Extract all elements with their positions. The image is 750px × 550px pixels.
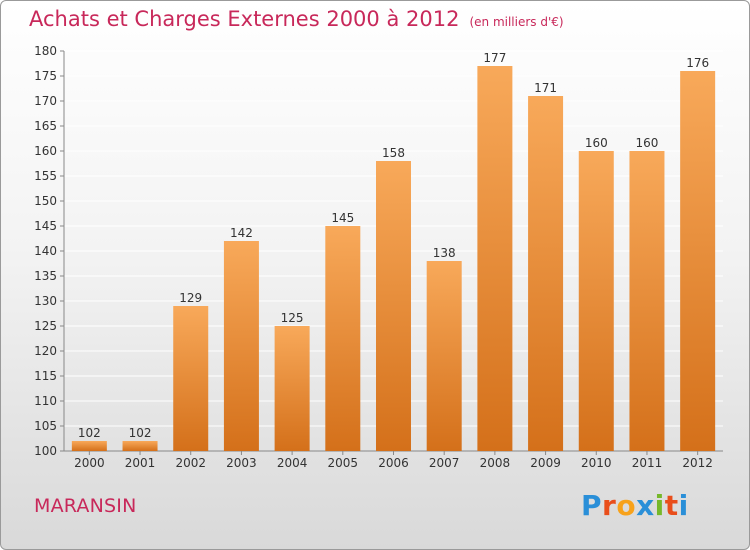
data-label: 138 [433,246,456,260]
data-label: 102 [78,426,101,440]
y-tick-label: 120 [34,344,57,358]
title-text: Achats et Charges Externes 2000 à 2012 [29,7,460,31]
logo-letter: r [602,489,617,522]
x-tick-label: 2002 [175,456,206,470]
y-tick-label: 110 [34,394,57,408]
x-tick-label: 2012 [682,456,713,470]
y-tick-label: 100 [34,444,57,458]
logo-letter: x [636,489,655,522]
x-tick-label: 2001 [125,456,156,470]
y-tick-label: 140 [34,244,57,258]
x-tick-label: 2006 [378,456,409,470]
bar-2012 [680,71,716,451]
y-tick-label: 155 [34,169,57,183]
proxiti-logo[interactable]: Proxiti [581,489,689,522]
logo-letter: P [581,489,603,522]
y-tick-label: 180 [34,44,57,58]
x-tick-label: 2009 [530,456,561,470]
x-tick-label: 2011 [632,456,663,470]
x-tick-label: 2005 [328,456,359,470]
bar-2011 [629,151,665,451]
title-unit: (en milliers d'€) [469,15,564,29]
x-tick-label: 2004 [277,456,308,470]
data-label: 102 [129,426,152,440]
data-label: 145 [331,211,354,225]
y-tick-label: 165 [34,119,57,133]
chart-title: Achats et Charges Externes 2000 à 2012 (e… [29,7,564,31]
bar-2006 [376,161,411,451]
bar-2010 [578,151,614,451]
labels: 100 105 110 115 120 125 130 135 140 145 150 155 160 1… [34,44,713,470]
bar-2000 [71,441,107,451]
bar-2002 [173,306,209,451]
bar-2008 [477,66,513,451]
logo-letter: t [664,489,679,522]
bar-2009 [528,96,564,451]
y-tick-label: 145 [34,219,57,233]
x-tick-label: 2008 [480,456,511,470]
data-label: 177 [483,51,506,65]
logo-letter: i [678,489,689,522]
bar-2005 [325,226,361,451]
data-label: 158 [382,146,405,160]
bars [71,66,716,451]
y-tick-label: 150 [34,194,57,208]
y-tick-label: 170 [34,94,57,108]
data-label: 160 [585,136,608,150]
y-tick-label: 175 [34,69,57,83]
bar-2001 [122,441,158,451]
data-label: 129 [179,291,202,305]
data-label: 176 [686,56,709,70]
data-label: 125 [281,311,304,325]
bar-2003 [223,241,259,451]
y-tick-label: 115 [34,369,57,383]
y-tick-label: 130 [34,294,57,308]
y-tick-label: 125 [34,319,57,333]
x-tick-label: 2003 [226,456,257,470]
x-tick-label: 2007 [429,456,460,470]
y-tick-label: 160 [34,144,57,158]
bar-2007 [426,261,462,451]
data-label: 142 [230,226,253,240]
logo-letter: o [616,489,637,522]
y-tick-label: 135 [34,269,57,283]
logo-letter: i [654,489,665,522]
town-name: MARANSIN [34,495,137,517]
x-tick-label: 2010 [581,456,612,470]
data-label: 160 [636,136,659,150]
x-tick-label: 2000 [74,456,105,470]
data-label: 171 [534,81,557,95]
bar-2004 [274,326,310,451]
y-tick-label: 105 [34,419,57,433]
